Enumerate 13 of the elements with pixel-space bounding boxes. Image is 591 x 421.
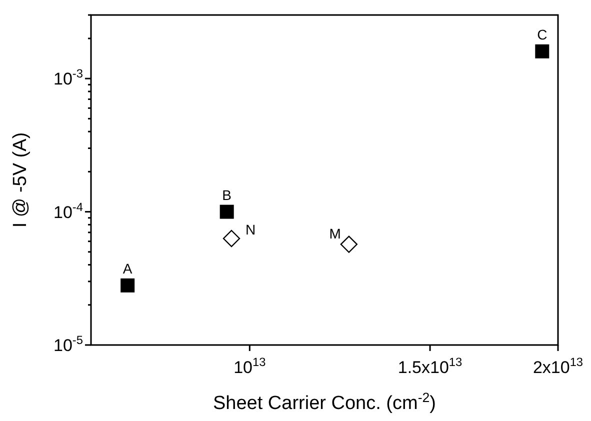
annotation: N [246, 222, 256, 238]
y-tick-label: 10$^{-5}$ [54, 333, 84, 355]
annotation: C [537, 26, 548, 42]
annotation: B [222, 186, 232, 203]
x-axis-title: Sheet Carrier Conc. (cm$^{-2}$) [213, 390, 436, 414]
annotation: M [329, 225, 341, 242]
y-tick-label: 10$^{-3}$ [54, 66, 84, 89]
x-tick-label: 2x10$^{13}$ [532, 355, 584, 377]
x-tick-label: 1.5x10$^{13}$ [398, 355, 463, 377]
annotation: A [122, 260, 133, 276]
y-tick-label: 10$^{-4}$ [54, 200, 84, 222]
y-axis-title: I @ -5V (A) [10, 132, 31, 228]
x-tick-label: 10$^{13}$ [234, 355, 266, 377]
